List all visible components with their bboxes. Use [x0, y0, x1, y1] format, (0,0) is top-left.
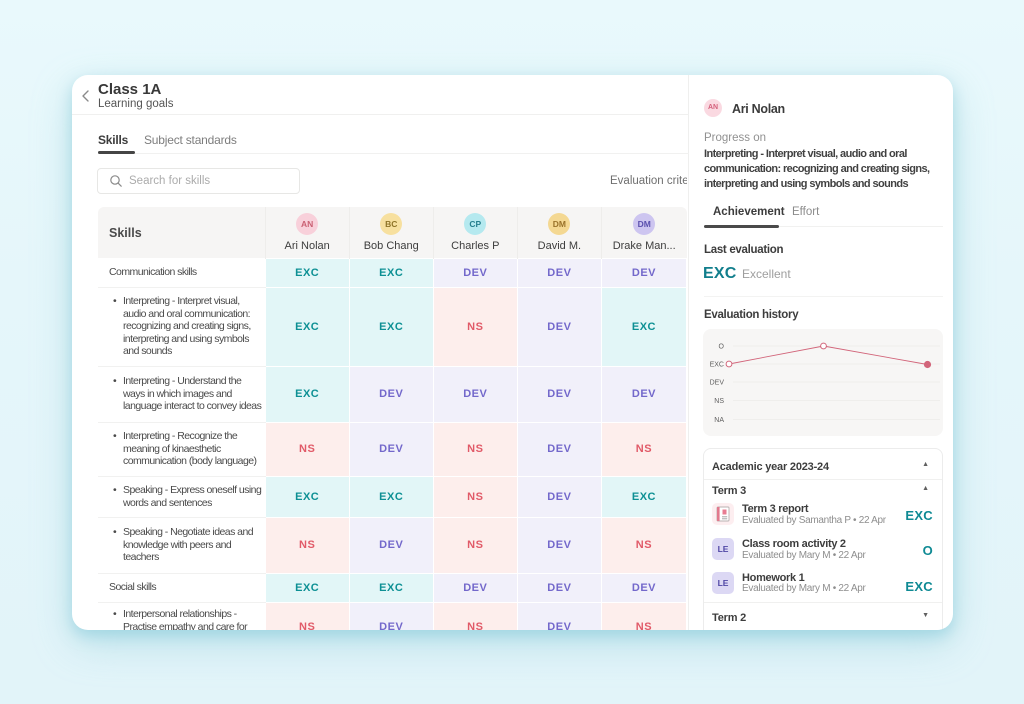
svg-text:EXC: EXC	[710, 362, 724, 369]
svg-text:NA: NA	[714, 417, 724, 424]
svg-text:NS: NS	[714, 398, 724, 405]
svg-text:O: O	[719, 344, 725, 351]
svg-text:DEV: DEV	[710, 380, 725, 387]
